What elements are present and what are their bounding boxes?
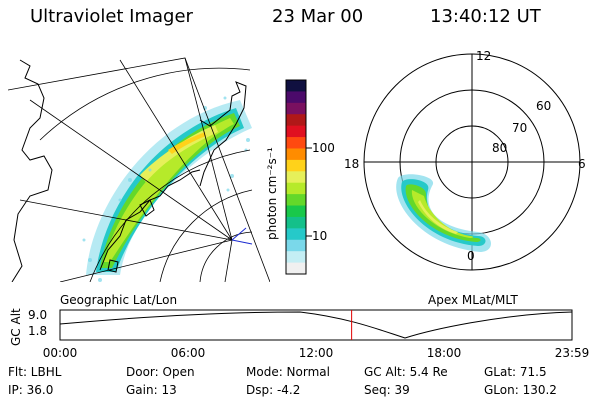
filter-readout: Flt: LBHL [8,365,62,379]
altitude-plot: 9.0 1.8 GC Alt 00:00 06:00 12:00 18:00 23:59 [9,308,589,360]
alt-xtick-label: 06:00 [171,346,206,360]
auroral-oval-hot [168,132,206,154]
gc-alt-readout: GC Alt: 5.4 Re [364,365,448,379]
colorbar-segment [286,194,306,207]
colorbar-segment [286,137,306,149]
colorbar-label-100: 100 [312,141,335,155]
polar-label-60: 60 [536,99,551,113]
meridian-5 [224,239,233,282]
polar-plot: 12 0 18 6 60 70 80 [344,49,586,271]
coastline-north-america [11,59,53,282]
colorbar-segment [286,171,306,184]
oval-speckles [82,96,250,282]
meridian-6 [119,59,233,241]
auroral-oval-peak [140,125,218,182]
polar-label-6: 6 [578,157,586,171]
colorbar-label-10: 10 [312,229,327,243]
colorbar-segment [286,228,306,241]
dsp-readout: Dsp: -4.2 [246,383,301,397]
colorbar-segment [286,205,306,218]
colorbar-unit-label: photon cm⁻²s⁻¹ [265,147,279,240]
date-label: 23 Mar 00 [272,6,364,27]
polar-oval-core [411,190,473,238]
meridian-2 [29,99,233,241]
polar-label-80: 80 [492,141,507,155]
sun-vector-2 [231,227,247,241]
polar-label-70: 70 [512,121,527,135]
geographic-map [8,57,270,282]
colorbar-segment [286,148,306,161]
instrument-title: Ultraviolet Imager [30,6,193,27]
colorbar-segment [286,182,306,195]
polar-label-18: 18 [344,157,359,171]
left-panel-caption: Geographic Lat/Lon [60,293,177,307]
colorbar-segment [286,159,306,172]
colorbar-segment [286,102,306,115]
door-readout: Door: Open [126,365,195,379]
time-label: 13:40:12 UT [430,6,541,27]
lat-circle-outer [39,67,251,141]
altitude-plot-frame [59,309,573,341]
colorbar-segment [286,216,306,229]
gain-readout: Gain: 13 [126,383,177,397]
alt-ytick-1-8: 1.8 [28,324,47,338]
sun-vector-1 [231,239,253,245]
polar-oval-peak [418,200,458,234]
auroral-oval-outer [96,108,244,272]
lat-circle-inner [159,189,253,282]
colorbar-segment [286,262,306,275]
altitude-curve [59,311,573,339]
altitude-xaxis: 00:00 06:00 12:00 18:00 23:59 [43,346,590,360]
seq-readout: Seq: 39 [364,383,410,397]
ip-readout: IP: 36.0 [8,383,54,397]
alt-xtick-label: 18:00 [427,346,462,360]
right-panel-caption: Apex MLat/MLT [428,293,518,307]
polar-label-12: 12 [476,49,491,63]
meridian-1 [184,57,233,241]
alt-xtick-label: 12:00 [299,346,334,360]
auroral-oval-core [104,118,234,262]
colorbar [286,80,306,275]
alt-xtick-label: 00:00 [43,346,78,360]
colorbar-segment [286,251,306,264]
colorbar-segment [286,125,306,138]
coastline-island-2 [107,259,119,273]
polar-label-0: 0 [467,249,475,263]
map-frame-edge [8,57,270,282]
mode-readout: Mode: Normal [246,365,330,379]
meridian-4 [59,239,233,282]
glon-readout: GLon: 130.2 [484,383,557,397]
colorbar-segment [286,80,306,92]
colorbar-segment [286,114,306,127]
alt-xtick-label: 23:59 [555,346,590,360]
colorbar-frame [285,79,307,275]
alt-ylabel: GC Alt [9,308,23,346]
lat-circle-small [199,231,253,282]
alt-ytick-9: 9.0 [28,308,47,322]
colorbar-segment [286,239,306,252]
coastline-greenland [199,81,247,187]
coastline-island-1 [139,199,155,217]
colorbar-segment [286,91,306,104]
glat-readout: GLat: 71.5 [484,365,547,379]
